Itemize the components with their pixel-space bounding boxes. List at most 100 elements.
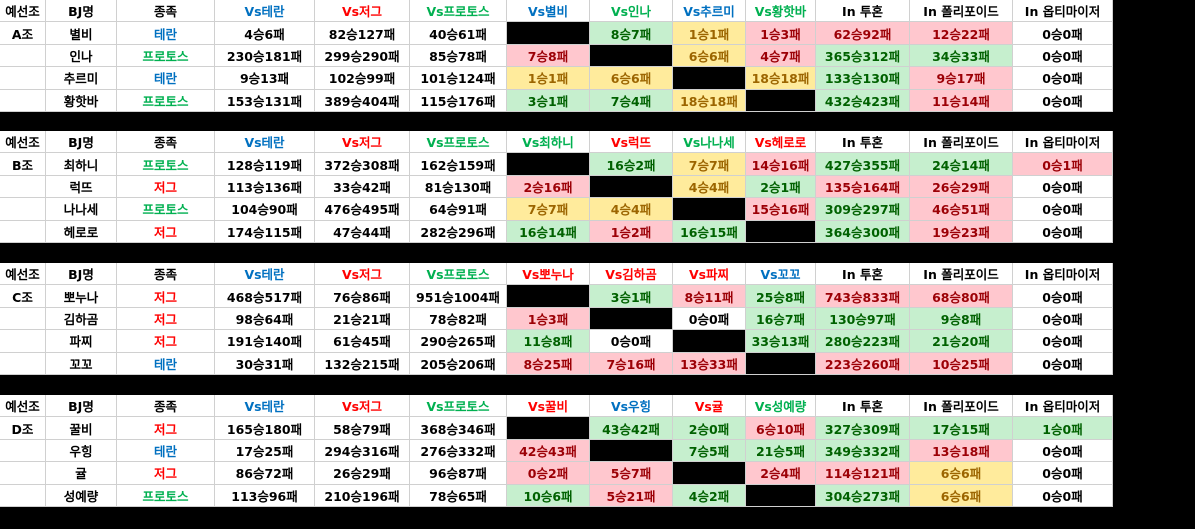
record-cell: 21승20패 [910, 330, 1013, 353]
record-cell: 0승0패 [1013, 220, 1113, 243]
record-cell: 86승72패 [215, 462, 315, 485]
self-cell [673, 198, 746, 221]
record-cell: 280승223패 [816, 330, 910, 353]
record-cell: 78승65패 [410, 484, 507, 507]
header-cell: Vs프로토스 [410, 131, 507, 154]
record-cell: 2승0패 [673, 417, 746, 440]
record-cell: 130승97패 [816, 307, 910, 331]
race: 저그 [117, 462, 215, 485]
header-cell: Vs나나세 [673, 131, 746, 154]
record-cell: 0승0패 [1013, 330, 1113, 353]
record-cell: 114승121패 [816, 462, 910, 485]
record-cell: 7승16패 [590, 352, 673, 375]
self-cell [673, 330, 746, 353]
record-cell: 1승0패 [1013, 417, 1113, 440]
record-cell: 7승7패 [673, 153, 746, 176]
record-cell: 0승0패 [1013, 44, 1113, 68]
header-cell: 예선조 [0, 395, 46, 418]
header-cell: Vs럭뜨 [590, 131, 673, 154]
record-cell: 349승332패 [816, 439, 910, 463]
record-cell: 62승92패 [816, 22, 910, 45]
empty-cell [0, 352, 46, 375]
self-cell [673, 67, 746, 90]
header-cell: Vs저그 [315, 395, 410, 418]
record-cell: 191승140패 [215, 330, 315, 353]
record-cell: 174승115패 [215, 220, 315, 243]
record-cell: 17승15패 [910, 417, 1013, 440]
record-cell: 427승355패 [816, 153, 910, 176]
header-cell: Vs김하곰 [590, 263, 673, 286]
header-cell: Vs테란 [215, 263, 315, 286]
empty-cell [0, 89, 46, 112]
record-cell: 1승3패 [507, 307, 590, 331]
record-cell: 0승0패 [590, 330, 673, 353]
header-cell: BJ명 [46, 0, 117, 23]
empty-cell [0, 439, 46, 463]
player-name: 추르미 [46, 67, 117, 90]
record-cell: 0승0패 [1013, 67, 1113, 90]
race: 저그 [117, 330, 215, 353]
race: 프로토스 [117, 153, 215, 176]
header-cell: Vs인나 [590, 0, 673, 23]
record-cell: 153승131패 [215, 89, 315, 112]
record-cell: 9승17패 [910, 67, 1013, 90]
header-cell: Vs성예량 [746, 395, 816, 418]
record-cell: 33승42패 [315, 175, 410, 199]
record-cell: 64승91패 [410, 198, 507, 221]
self-cell [746, 220, 816, 243]
player-name: 나나세 [46, 198, 117, 221]
empty-cell [0, 175, 46, 199]
record-cell: 365승312패 [816, 44, 910, 68]
empty-cell [0, 67, 46, 90]
player-name: 별비 [46, 22, 117, 45]
record-cell: 42승43패 [507, 439, 590, 463]
record-cell: 364승300패 [816, 220, 910, 243]
record-cell: 46승51패 [910, 198, 1013, 221]
record-cell: 6승6패 [910, 462, 1013, 485]
record-cell: 30승31패 [215, 352, 315, 375]
header-cell: Vs최하니 [507, 131, 590, 154]
record-cell: 12승22패 [910, 22, 1013, 45]
self-cell [507, 22, 590, 45]
self-cell [590, 307, 673, 331]
record-cell: 162승159패 [410, 153, 507, 176]
record-cell: 102승99패 [315, 67, 410, 90]
record-cell: 294승316패 [315, 439, 410, 463]
record-cell: 78승82패 [410, 307, 507, 331]
record-cell: 6승6패 [673, 44, 746, 68]
record-cell: 133승130패 [816, 67, 910, 90]
record-cell: 290승265패 [410, 330, 507, 353]
record-cell: 5승21패 [590, 484, 673, 507]
header-cell: 종족 [117, 0, 215, 23]
header-cell: In 투혼 [816, 263, 910, 286]
record-cell: 7승4패 [590, 89, 673, 112]
header-cell: Vs황핫바 [746, 0, 816, 23]
record-cell: 4승4패 [673, 175, 746, 199]
record-cell: 0승0패 [1013, 439, 1113, 463]
record-cell: 135승164패 [816, 175, 910, 199]
race: 저그 [117, 417, 215, 440]
record-cell: 3승1패 [590, 285, 673, 308]
header-cell: In 옵티마이저 [1013, 0, 1113, 23]
record-cell: 5승7패 [590, 462, 673, 485]
record-cell: 26승29패 [910, 175, 1013, 199]
record-cell: 43승42패 [590, 417, 673, 440]
player-name: 귤 [46, 462, 117, 485]
record-cell: 2승1패 [746, 175, 816, 199]
self-cell [746, 352, 816, 375]
header-cell: 종족 [117, 395, 215, 418]
header-cell: 예선조 [0, 131, 46, 154]
record-cell: 21승21패 [315, 307, 410, 331]
record-cell: 743승833패 [816, 285, 910, 308]
empty-cell [0, 307, 46, 331]
header-cell: In 폴리포이드 [910, 0, 1013, 23]
record-cell: 4승4패 [590, 198, 673, 221]
player-name: 우힝 [46, 439, 117, 463]
record-cell: 2승4패 [746, 462, 816, 485]
record-cell: 113승96패 [215, 484, 315, 507]
record-cell: 389승404패 [315, 89, 410, 112]
header-cell: In 옵티마이저 [1013, 395, 1113, 418]
self-cell [590, 439, 673, 463]
record-cell: 98승64패 [215, 307, 315, 331]
